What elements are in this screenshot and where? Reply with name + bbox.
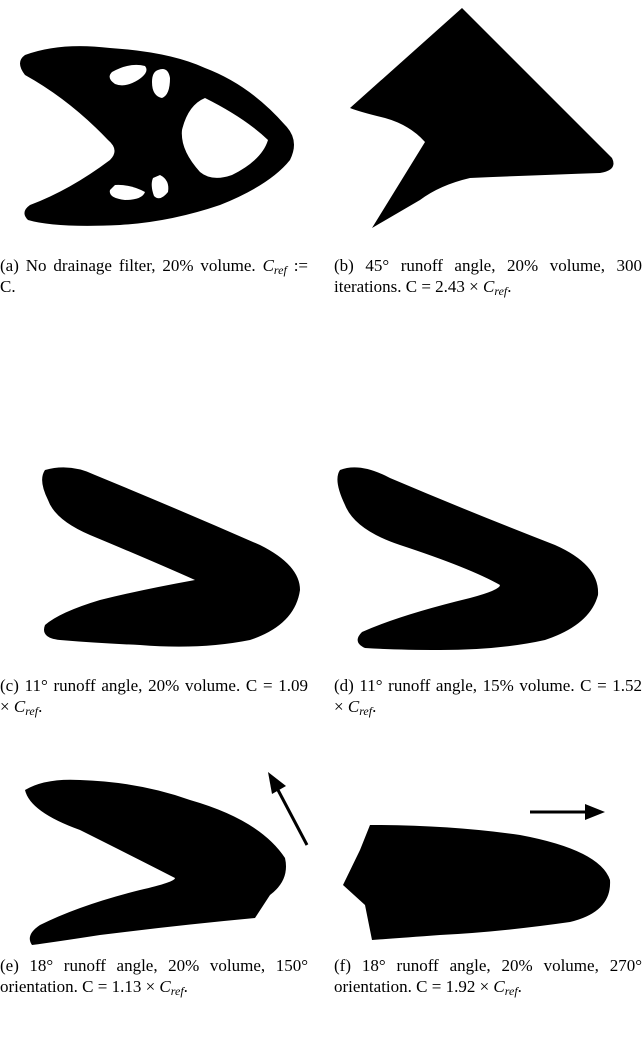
caption-text: C — [493, 977, 505, 996]
caption-d: (d) 11° runoff angle, 15% volume. C = 1.… — [334, 675, 642, 717]
shape-f — [343, 825, 611, 940]
caption-text: ref — [170, 984, 184, 998]
shape-a — [20, 46, 294, 226]
arrow-f — [530, 804, 605, 820]
caption-text: C — [262, 256, 274, 275]
caption-text: (f) 18° runoff angle, 20% volume, 270° o… — [334, 956, 642, 996]
arrow-e — [268, 772, 309, 846]
caption-text: C — [347, 697, 360, 716]
caption-text: C — [13, 697, 26, 716]
caption-e: (e) 18° runoff angle, 20% volume, 150° o… — [0, 955, 308, 997]
caption-text: (c) 11° runoff angle, 20% volume. C = 1.… — [0, 676, 308, 716]
caption-f: (f) 18° runoff angle, 20% volume, 270° o… — [334, 955, 642, 997]
caption-text: ref — [273, 263, 287, 277]
shape-c — [42, 467, 300, 647]
caption-text: C — [159, 977, 171, 996]
caption-text: ref — [504, 984, 518, 998]
caption-text: (a) No drainage filter, 20% volume. — [0, 256, 256, 275]
caption-text: := C. — [0, 256, 309, 296]
caption-b: (b) 45° runoff angle, 20% volume, 300 it… — [334, 255, 642, 297]
caption-text: . — [507, 277, 512, 296]
caption-text: . — [183, 977, 188, 996]
caption-text: (e) 18° runoff angle, 20% volume, 150° o… — [0, 956, 308, 996]
caption-text: (d) 11° runoff angle, 15% volume. C = 1.… — [334, 676, 642, 716]
shape-d — [337, 467, 599, 650]
caption-text: ref — [359, 704, 373, 718]
caption-text: C — [483, 277, 495, 296]
caption-c: (c) 11° runoff angle, 20% volume. C = 1.… — [0, 675, 308, 717]
caption-a: (a) No drainage filter, 20% volume. Cref… — [0, 255, 308, 297]
caption-text: (b) 45° runoff angle, 20% volume, 300 it… — [334, 256, 642, 296]
caption-text: ref — [25, 704, 39, 718]
caption-text: . — [38, 697, 43, 716]
shape-b — [350, 8, 614, 228]
caption-text: . — [517, 977, 522, 996]
caption-text: . — [372, 697, 377, 716]
shape-e — [25, 779, 286, 945]
caption-text: ref — [494, 284, 508, 298]
